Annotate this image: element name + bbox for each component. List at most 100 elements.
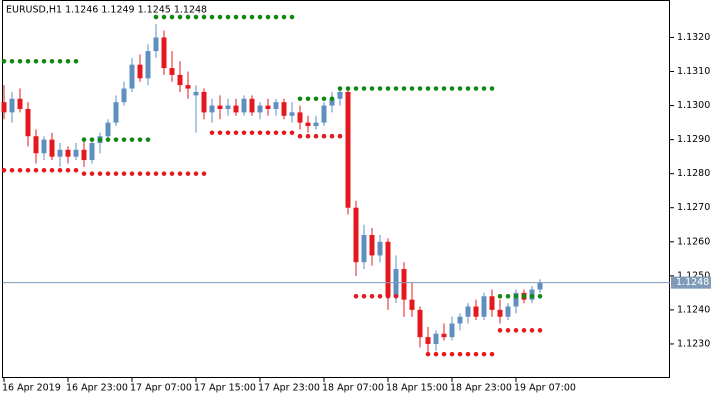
plot-frame <box>2 0 670 378</box>
level-dot <box>33 58 39 64</box>
level-dot <box>297 133 303 139</box>
level-dot <box>73 58 79 64</box>
level-dot <box>489 86 495 91</box>
level-dot <box>433 351 439 357</box>
candle-body <box>441 333 447 338</box>
level-dot <box>161 171 167 176</box>
candle-body <box>105 122 111 137</box>
level-dot <box>273 130 279 136</box>
level-dot <box>313 133 319 139</box>
level-dot <box>361 293 367 299</box>
candle-body <box>209 105 215 113</box>
level-dot <box>321 96 327 102</box>
level-dot <box>537 328 543 333</box>
level-dot <box>225 14 231 20</box>
candle-body <box>33 136 39 154</box>
level-dot <box>185 14 191 20</box>
x-tick-label: 18 Apr 15:00 <box>386 383 448 394</box>
level-dot <box>49 58 55 64</box>
candle-body <box>385 241 391 297</box>
candle-body <box>169 68 175 75</box>
level-dot <box>65 58 71 64</box>
level-dot <box>169 14 175 20</box>
candle-body <box>489 296 495 310</box>
candle-body <box>425 337 431 344</box>
candle-body <box>337 91 343 99</box>
level-dot <box>1 167 7 173</box>
candle-body <box>537 282 543 290</box>
candle-body <box>25 108 31 137</box>
candle-body <box>345 91 351 208</box>
candle-body <box>361 234 367 263</box>
candle-body <box>153 37 159 52</box>
level-dot <box>265 130 271 136</box>
y-tick-label: 1.1320 <box>677 32 710 43</box>
level-dot <box>177 171 183 176</box>
candle-body <box>73 149 79 157</box>
level-dot <box>521 293 527 299</box>
candle-body <box>313 122 319 126</box>
level-dot <box>113 171 119 176</box>
candle-body <box>49 139 55 157</box>
candle-body <box>185 85 191 89</box>
level-dot <box>473 351 479 357</box>
level-dot <box>113 137 119 142</box>
candle-body <box>233 105 239 113</box>
candle-body <box>513 292 519 307</box>
level-dot <box>129 171 135 176</box>
level-dot <box>337 86 343 91</box>
level-dot <box>297 96 303 102</box>
level-dot <box>209 14 215 20</box>
level-dot <box>217 14 223 20</box>
y-tick-label: 1.1300 <box>677 100 710 111</box>
level-dot <box>105 171 111 176</box>
level-dot <box>273 14 279 20</box>
candle-body <box>409 299 415 310</box>
level-dot <box>257 130 263 136</box>
level-dot <box>257 14 263 20</box>
y-tick-label: 1.1310 <box>677 66 710 77</box>
level-dot <box>401 293 407 299</box>
candle-body <box>81 149 87 161</box>
x-tick-label: 18 Apr 07:00 <box>322 383 384 394</box>
level-dot <box>289 130 295 136</box>
candle-body <box>225 105 231 109</box>
candle-body <box>1 102 7 113</box>
level-dot <box>121 171 127 176</box>
candle-body <box>433 333 439 344</box>
candle-body <box>457 316 463 324</box>
level-dot <box>433 86 439 91</box>
level-dot <box>449 351 455 357</box>
candle-body <box>257 105 263 113</box>
candle-body <box>113 102 119 123</box>
level-dot <box>193 171 199 176</box>
level-dot <box>129 137 135 142</box>
level-dot <box>25 167 31 173</box>
candle-body <box>57 149 63 157</box>
level-dot <box>361 86 367 91</box>
x-tick-label: 16 Apr 2019 <box>2 383 61 394</box>
level-dot <box>337 133 343 139</box>
y-tick-label: 1.1240 <box>677 304 710 315</box>
x-tick-label: 17 Apr 15:00 <box>194 383 256 394</box>
candle-body <box>193 91 199 96</box>
level-dot <box>385 293 391 299</box>
candle-body <box>417 309 423 338</box>
level-dot <box>17 58 23 64</box>
level-dot <box>233 130 239 136</box>
level-dot <box>265 14 271 20</box>
price-label: 1.1248 <box>676 277 709 288</box>
level-dot <box>393 86 399 91</box>
level-dot <box>41 167 47 173</box>
level-dot <box>537 293 543 299</box>
y-tick-label: 1.1230 <box>677 338 710 349</box>
level-dot <box>201 171 207 176</box>
level-dot <box>185 171 191 176</box>
level-dot <box>25 58 31 64</box>
candle-body <box>41 139 47 154</box>
candle-body <box>177 74 183 86</box>
y-tick-label: 1.1280 <box>677 168 710 179</box>
level-dot <box>409 86 415 91</box>
level-dot <box>441 86 447 91</box>
level-dot <box>321 133 327 139</box>
